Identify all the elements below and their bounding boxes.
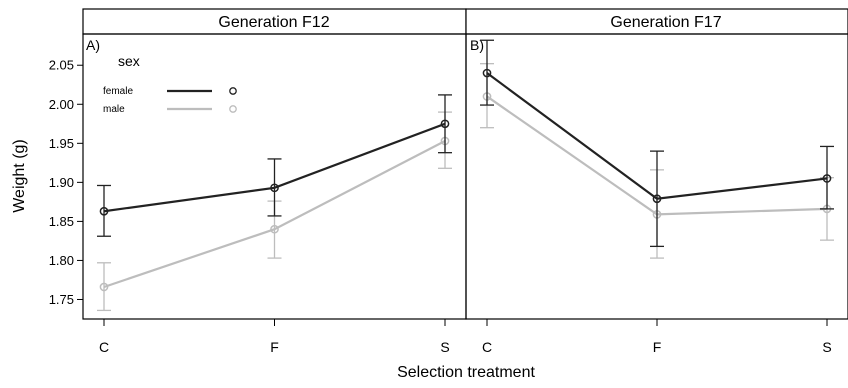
legend-marker-female bbox=[229, 87, 237, 95]
y-axis: 1.75 1.80 1.85 1.90 1.95 2.00 2.05 bbox=[49, 58, 83, 307]
y-tick-label: 1.85 bbox=[49, 214, 74, 229]
chart-marks bbox=[97, 39, 834, 312]
panel-label-a: A) bbox=[86, 37, 100, 53]
x-tick-label: C bbox=[99, 339, 109, 355]
y-tick-label: 1.75 bbox=[49, 292, 74, 307]
x-axis-title: Selection treatment bbox=[397, 364, 535, 381]
y-tick-label: 1.90 bbox=[49, 175, 74, 190]
data-point-male bbox=[99, 282, 109, 292]
y-axis-title: Weight (g) bbox=[11, 139, 28, 213]
series-female-panel-2 bbox=[480, 39, 834, 248]
x-tick-label: S bbox=[440, 339, 449, 355]
x-tick-label: C bbox=[482, 339, 492, 355]
series-male-panel-1 bbox=[97, 111, 452, 312]
strip-f12 bbox=[82, 8, 467, 35]
legend-marker-male bbox=[229, 105, 237, 113]
data-point-female bbox=[652, 194, 662, 204]
strip-f17 bbox=[465, 8, 848, 35]
y-tick-label: 2.00 bbox=[49, 97, 74, 112]
data-point-female bbox=[99, 206, 109, 216]
data-point-female bbox=[440, 119, 450, 129]
data-point-male bbox=[270, 224, 279, 234]
legend-title: sex bbox=[118, 53, 140, 69]
data-point-female bbox=[822, 174, 832, 183]
x-tick-label: F bbox=[653, 339, 662, 355]
strip-label-f17: Generation F17 bbox=[610, 14, 721, 31]
data-point-female bbox=[270, 183, 279, 193]
data-point-female bbox=[482, 68, 492, 78]
x-tick-label: F bbox=[270, 339, 279, 355]
legend-label-male: male bbox=[103, 104, 125, 115]
series-female-panel-1 bbox=[97, 94, 452, 237]
y-tick-label: 1.80 bbox=[49, 253, 74, 268]
x-tick-label: S bbox=[822, 339, 831, 355]
y-tick-label: 2.05 bbox=[49, 58, 74, 73]
panel-label-b: B) bbox=[470, 37, 484, 53]
strip-label-f12: Generation F12 bbox=[218, 14, 329, 31]
y-tick-label: 1.95 bbox=[49, 136, 74, 151]
legend-label-female: female bbox=[103, 86, 133, 97]
legend: sex female male bbox=[103, 53, 237, 115]
